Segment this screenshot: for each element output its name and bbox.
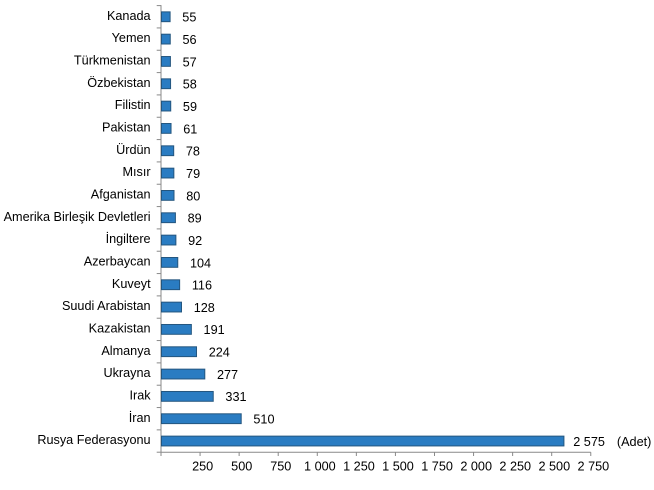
svg-text:2 250: 2 250 bbox=[499, 459, 531, 473]
svg-text:2 000: 2 000 bbox=[460, 459, 492, 473]
svg-text:500: 500 bbox=[231, 459, 252, 473]
svg-text:61: 61 bbox=[183, 122, 197, 136]
svg-text:Özbekistan: Özbekistan bbox=[87, 76, 150, 90]
svg-text:104: 104 bbox=[190, 256, 211, 270]
svg-text:1 500: 1 500 bbox=[382, 459, 414, 473]
svg-text:277: 277 bbox=[217, 368, 238, 382]
svg-text:Mısır: Mısır bbox=[122, 165, 150, 179]
svg-text:Filistin: Filistin bbox=[115, 98, 151, 112]
svg-text:Kanada: Kanada bbox=[107, 9, 152, 23]
svg-text:(Adet): (Adet) bbox=[617, 435, 651, 449]
svg-text:Rusya Federasyonu: Rusya Federasyonu bbox=[37, 433, 150, 447]
svg-text:Türkmenistan: Türkmenistan bbox=[74, 54, 151, 68]
svg-text:Almanya: Almanya bbox=[101, 344, 151, 358]
svg-text:Kuveyt: Kuveyt bbox=[112, 277, 151, 291]
svg-text:1 250: 1 250 bbox=[343, 459, 375, 473]
svg-text:Ürdün: Ürdün bbox=[116, 143, 150, 157]
svg-text:Irak: Irak bbox=[129, 389, 151, 403]
svg-text:224: 224 bbox=[209, 346, 230, 360]
svg-text:78: 78 bbox=[186, 145, 200, 159]
svg-text:Ukrayna: Ukrayna bbox=[103, 366, 151, 380]
svg-text:510: 510 bbox=[253, 413, 274, 427]
svg-text:92: 92 bbox=[188, 234, 202, 248]
svg-text:1 750: 1 750 bbox=[421, 459, 453, 473]
svg-text:331: 331 bbox=[225, 390, 246, 404]
svg-text:116: 116 bbox=[192, 279, 212, 293]
svg-text:191: 191 bbox=[204, 323, 225, 337]
svg-text:İran: İran bbox=[129, 411, 151, 425]
svg-text:Yemen: Yemen bbox=[112, 31, 151, 45]
svg-text:56: 56 bbox=[182, 33, 196, 47]
svg-text:2 575: 2 575 bbox=[573, 435, 605, 449]
svg-text:Amerika Birleşik Devletleri: Amerika Birleşik Devletleri bbox=[4, 210, 151, 224]
svg-text:Afganistan: Afganistan bbox=[91, 188, 151, 202]
svg-text:2 500: 2 500 bbox=[538, 459, 570, 473]
svg-text:80: 80 bbox=[186, 189, 200, 203]
svg-text:57: 57 bbox=[183, 55, 197, 69]
svg-text:58: 58 bbox=[183, 78, 197, 92]
svg-text:55: 55 bbox=[182, 11, 196, 25]
svg-text:79: 79 bbox=[186, 167, 200, 181]
svg-text:Pakistan: Pakistan bbox=[102, 121, 151, 135]
svg-text:89: 89 bbox=[188, 212, 202, 226]
svg-text:Kazakistan: Kazakistan bbox=[89, 322, 151, 336]
svg-text:Azerbaycan: Azerbaycan bbox=[84, 255, 151, 269]
svg-text:750: 750 bbox=[270, 459, 291, 473]
svg-text:59: 59 bbox=[183, 100, 197, 114]
svg-text:İngiltere: İngiltere bbox=[106, 232, 151, 246]
svg-text:1 000: 1 000 bbox=[304, 459, 336, 473]
svg-text:250: 250 bbox=[192, 459, 213, 473]
svg-text:2 750: 2 750 bbox=[578, 459, 610, 473]
svg-text:Suudi Arabistan: Suudi Arabistan bbox=[62, 299, 151, 313]
svg-text:128: 128 bbox=[194, 301, 215, 315]
